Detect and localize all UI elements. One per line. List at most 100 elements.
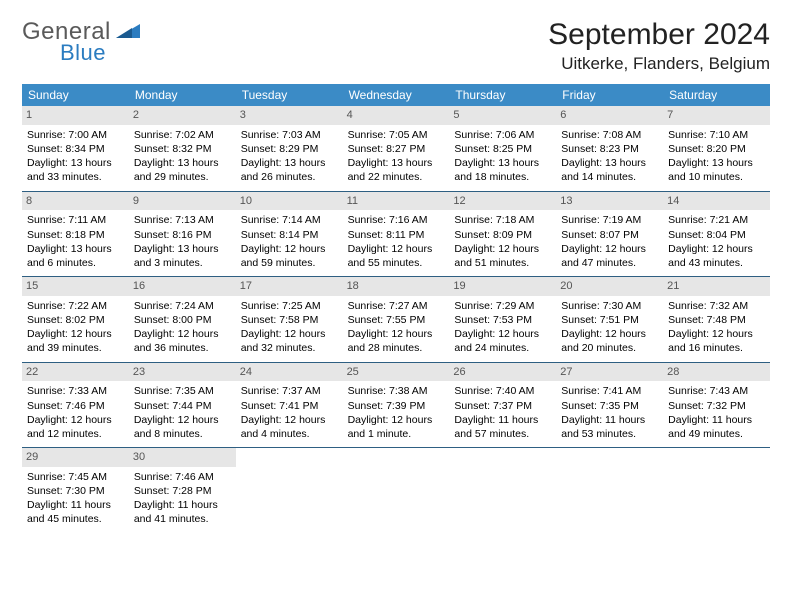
day-cell: 2 Sunrise: 7:02 AMSunset: 8:32 PMDaylight… (129, 106, 236, 191)
sunrise-line: Sunrise: 7:02 AM (134, 128, 231, 142)
weekday-header: Sunday Monday Tuesday Wednesday Thursday… (22, 84, 770, 106)
daylight-line: Daylight: 11 hours and 49 minutes. (668, 413, 765, 441)
day-cell: 17 Sunrise: 7:25 AMSunset: 7:58 PMDayligh… (236, 277, 343, 362)
day-number: 11 (343, 192, 450, 211)
day-info: Sunrise: 7:06 AMSunset: 8:25 PMDaylight:… (454, 128, 551, 185)
day-cell: 13Sunrise: 7:19 AMSunset: 8:07 PMDayligh… (556, 192, 663, 277)
day-number: 19 (449, 277, 556, 296)
day-cell (449, 448, 556, 533)
weekday-saturday: Saturday (663, 84, 770, 106)
day-info: Sunrise: 7:29 AMSunset: 7:53 PMDaylight:… (454, 299, 551, 356)
sunrise-line: Sunrise: 7:21 AM (668, 213, 765, 227)
day-cell (343, 448, 450, 533)
sunset-line: Sunset: 8:04 PM (668, 228, 765, 242)
day-cell (556, 448, 663, 533)
daylight-line: Daylight: 12 hours and 16 minutes. (668, 327, 765, 355)
day-number: 18 (343, 277, 450, 296)
day-info: Sunrise: 7:13 AMSunset: 8:16 PMDaylight:… (134, 213, 231, 270)
day-info: Sunrise: 7:38 AMSunset: 7:39 PMDaylight:… (348, 384, 445, 441)
day-number: 29 (22, 448, 129, 467)
day-cell: 28Sunrise: 7:43 AMSunset: 7:32 PMDayligh… (663, 363, 770, 448)
weekday-sunday: Sunday (22, 84, 129, 106)
calendar: Sunday Monday Tuesday Wednesday Thursday… (22, 84, 770, 533)
sunset-line: Sunset: 8:07 PM (561, 228, 658, 242)
day-number: 14 (663, 192, 770, 211)
day-info: Sunrise: 7:32 AMSunset: 7:48 PMDaylight:… (668, 299, 765, 356)
daylight-line: Daylight: 12 hours and 51 minutes. (454, 242, 551, 270)
day-cell: 12 Sunrise: 7:18 AMSunset: 8:09 PMDayligh… (449, 192, 556, 277)
weekday-friday: Friday (556, 84, 663, 106)
sunset-line: Sunset: 7:37 PM (454, 399, 551, 413)
day-cell: 22Sunrise: 7:33 AMSunset: 7:46 PMDayligh… (22, 363, 129, 448)
sunset-line: Sunset: 8:16 PM (134, 228, 231, 242)
daylight-line: Daylight: 12 hours and 36 minutes. (134, 327, 231, 355)
day-info: Sunrise: 7:41 AMSunset: 7:35 PMDaylight:… (561, 384, 658, 441)
weekday-monday: Monday (129, 84, 236, 106)
sunrise-line: Sunrise: 7:25 AM (241, 299, 338, 313)
sunset-line: Sunset: 8:20 PM (668, 142, 765, 156)
sunset-line: Sunset: 8:27 PM (348, 142, 445, 156)
daylight-line: Daylight: 11 hours and 57 minutes. (454, 413, 551, 441)
day-cell: 15Sunrise: 7:22 AMSunset: 8:02 PMDayligh… (22, 277, 129, 362)
sunrise-line: Sunrise: 7:29 AM (454, 299, 551, 313)
day-cell (236, 448, 343, 533)
day-cell: 8Sunrise: 7:11 AMSunset: 8:18 PMDaylight… (22, 192, 129, 277)
daylight-line: Daylight: 12 hours and 59 minutes. (241, 242, 338, 270)
sunset-line: Sunset: 7:48 PM (668, 313, 765, 327)
day-info: Sunrise: 7:02 AMSunset: 8:32 PMDaylight:… (134, 128, 231, 185)
week-row: 1Sunrise: 7:00 AMSunset: 8:34 PMDaylight… (22, 106, 770, 192)
sunrise-line: Sunrise: 7:13 AM (134, 213, 231, 227)
day-cell (663, 448, 770, 533)
sunrise-line: Sunrise: 7:38 AM (348, 384, 445, 398)
day-number: 5 (449, 106, 556, 125)
day-number: 16 (129, 277, 236, 296)
day-number: 21 (663, 277, 770, 296)
daylight-line: Daylight: 13 hours and 3 minutes. (134, 242, 231, 270)
sunset-line: Sunset: 7:55 PM (348, 313, 445, 327)
day-cell: 6Sunrise: 7:08 AMSunset: 8:23 PMDaylight… (556, 106, 663, 191)
sunrise-line: Sunrise: 7:11 AM (27, 213, 124, 227)
sunrise-line: Sunrise: 7:46 AM (134, 470, 231, 484)
daylight-line: Daylight: 13 hours and 14 minutes. (561, 156, 658, 184)
sunrise-line: Sunrise: 7:05 AM (348, 128, 445, 142)
day-number: 12 (449, 192, 556, 211)
daylight-line: Daylight: 12 hours and 12 minutes. (27, 413, 124, 441)
sunset-line: Sunset: 8:18 PM (27, 228, 124, 242)
sunrise-line: Sunrise: 7:45 AM (27, 470, 124, 484)
day-info: Sunrise: 7:00 AMSunset: 8:34 PMDaylight:… (27, 128, 124, 185)
sunset-line: Sunset: 8:02 PM (27, 313, 124, 327)
day-info: Sunrise: 7:21 AMSunset: 8:04 PMDaylight:… (668, 213, 765, 270)
daylight-line: Daylight: 13 hours and 22 minutes. (348, 156, 445, 184)
weeks-container: 1Sunrise: 7:00 AMSunset: 8:34 PMDaylight… (22, 106, 770, 533)
sunset-line: Sunset: 8:11 PM (348, 228, 445, 242)
day-number: 8 (22, 192, 129, 211)
sunset-line: Sunset: 7:30 PM (27, 484, 124, 498)
week-row: 29Sunrise: 7:45 AMSunset: 7:30 PMDayligh… (22, 448, 770, 533)
day-cell: 18Sunrise: 7:27 AMSunset: 7:55 PMDayligh… (343, 277, 450, 362)
sunrise-line: Sunrise: 7:16 AM (348, 213, 445, 227)
day-number: 26 (449, 363, 556, 382)
sunrise-line: Sunrise: 7:37 AM (241, 384, 338, 398)
daylight-line: Daylight: 13 hours and 26 minutes. (241, 156, 338, 184)
day-number: 2 (129, 106, 236, 125)
sunrise-line: Sunrise: 7:00 AM (27, 128, 124, 142)
day-number: 17 (236, 277, 343, 296)
day-info: Sunrise: 7:18 AMSunset: 8:09 PMDaylight:… (454, 213, 551, 270)
day-info: Sunrise: 7:14 AMSunset: 8:14 PMDaylight:… (241, 213, 338, 270)
day-cell: 24Sunrise: 7:37 AMSunset: 7:41 PMDayligh… (236, 363, 343, 448)
day-number: 28 (663, 363, 770, 382)
day-cell: 5 Sunrise: 7:06 AMSunset: 8:25 PMDaylight… (449, 106, 556, 191)
sunset-line: Sunset: 7:44 PM (134, 399, 231, 413)
day-cell: 7Sunrise: 7:10 AMSunset: 8:20 PMDaylight… (663, 106, 770, 191)
sunrise-line: Sunrise: 7:32 AM (668, 299, 765, 313)
day-cell: 3Sunrise: 7:03 AMSunset: 8:29 PMDaylight… (236, 106, 343, 191)
sunrise-line: Sunrise: 7:18 AM (454, 213, 551, 227)
day-info: Sunrise: 7:35 AMSunset: 7:44 PMDaylight:… (134, 384, 231, 441)
day-info: Sunrise: 7:33 AMSunset: 7:46 PMDaylight:… (27, 384, 124, 441)
day-info: Sunrise: 7:25 AMSunset: 7:58 PMDaylight:… (241, 299, 338, 356)
daylight-line: Daylight: 12 hours and 28 minutes. (348, 327, 445, 355)
sunset-line: Sunset: 7:58 PM (241, 313, 338, 327)
day-number: 23 (129, 363, 236, 382)
sunset-line: Sunset: 8:34 PM (27, 142, 124, 156)
daylight-line: Daylight: 12 hours and 20 minutes. (561, 327, 658, 355)
